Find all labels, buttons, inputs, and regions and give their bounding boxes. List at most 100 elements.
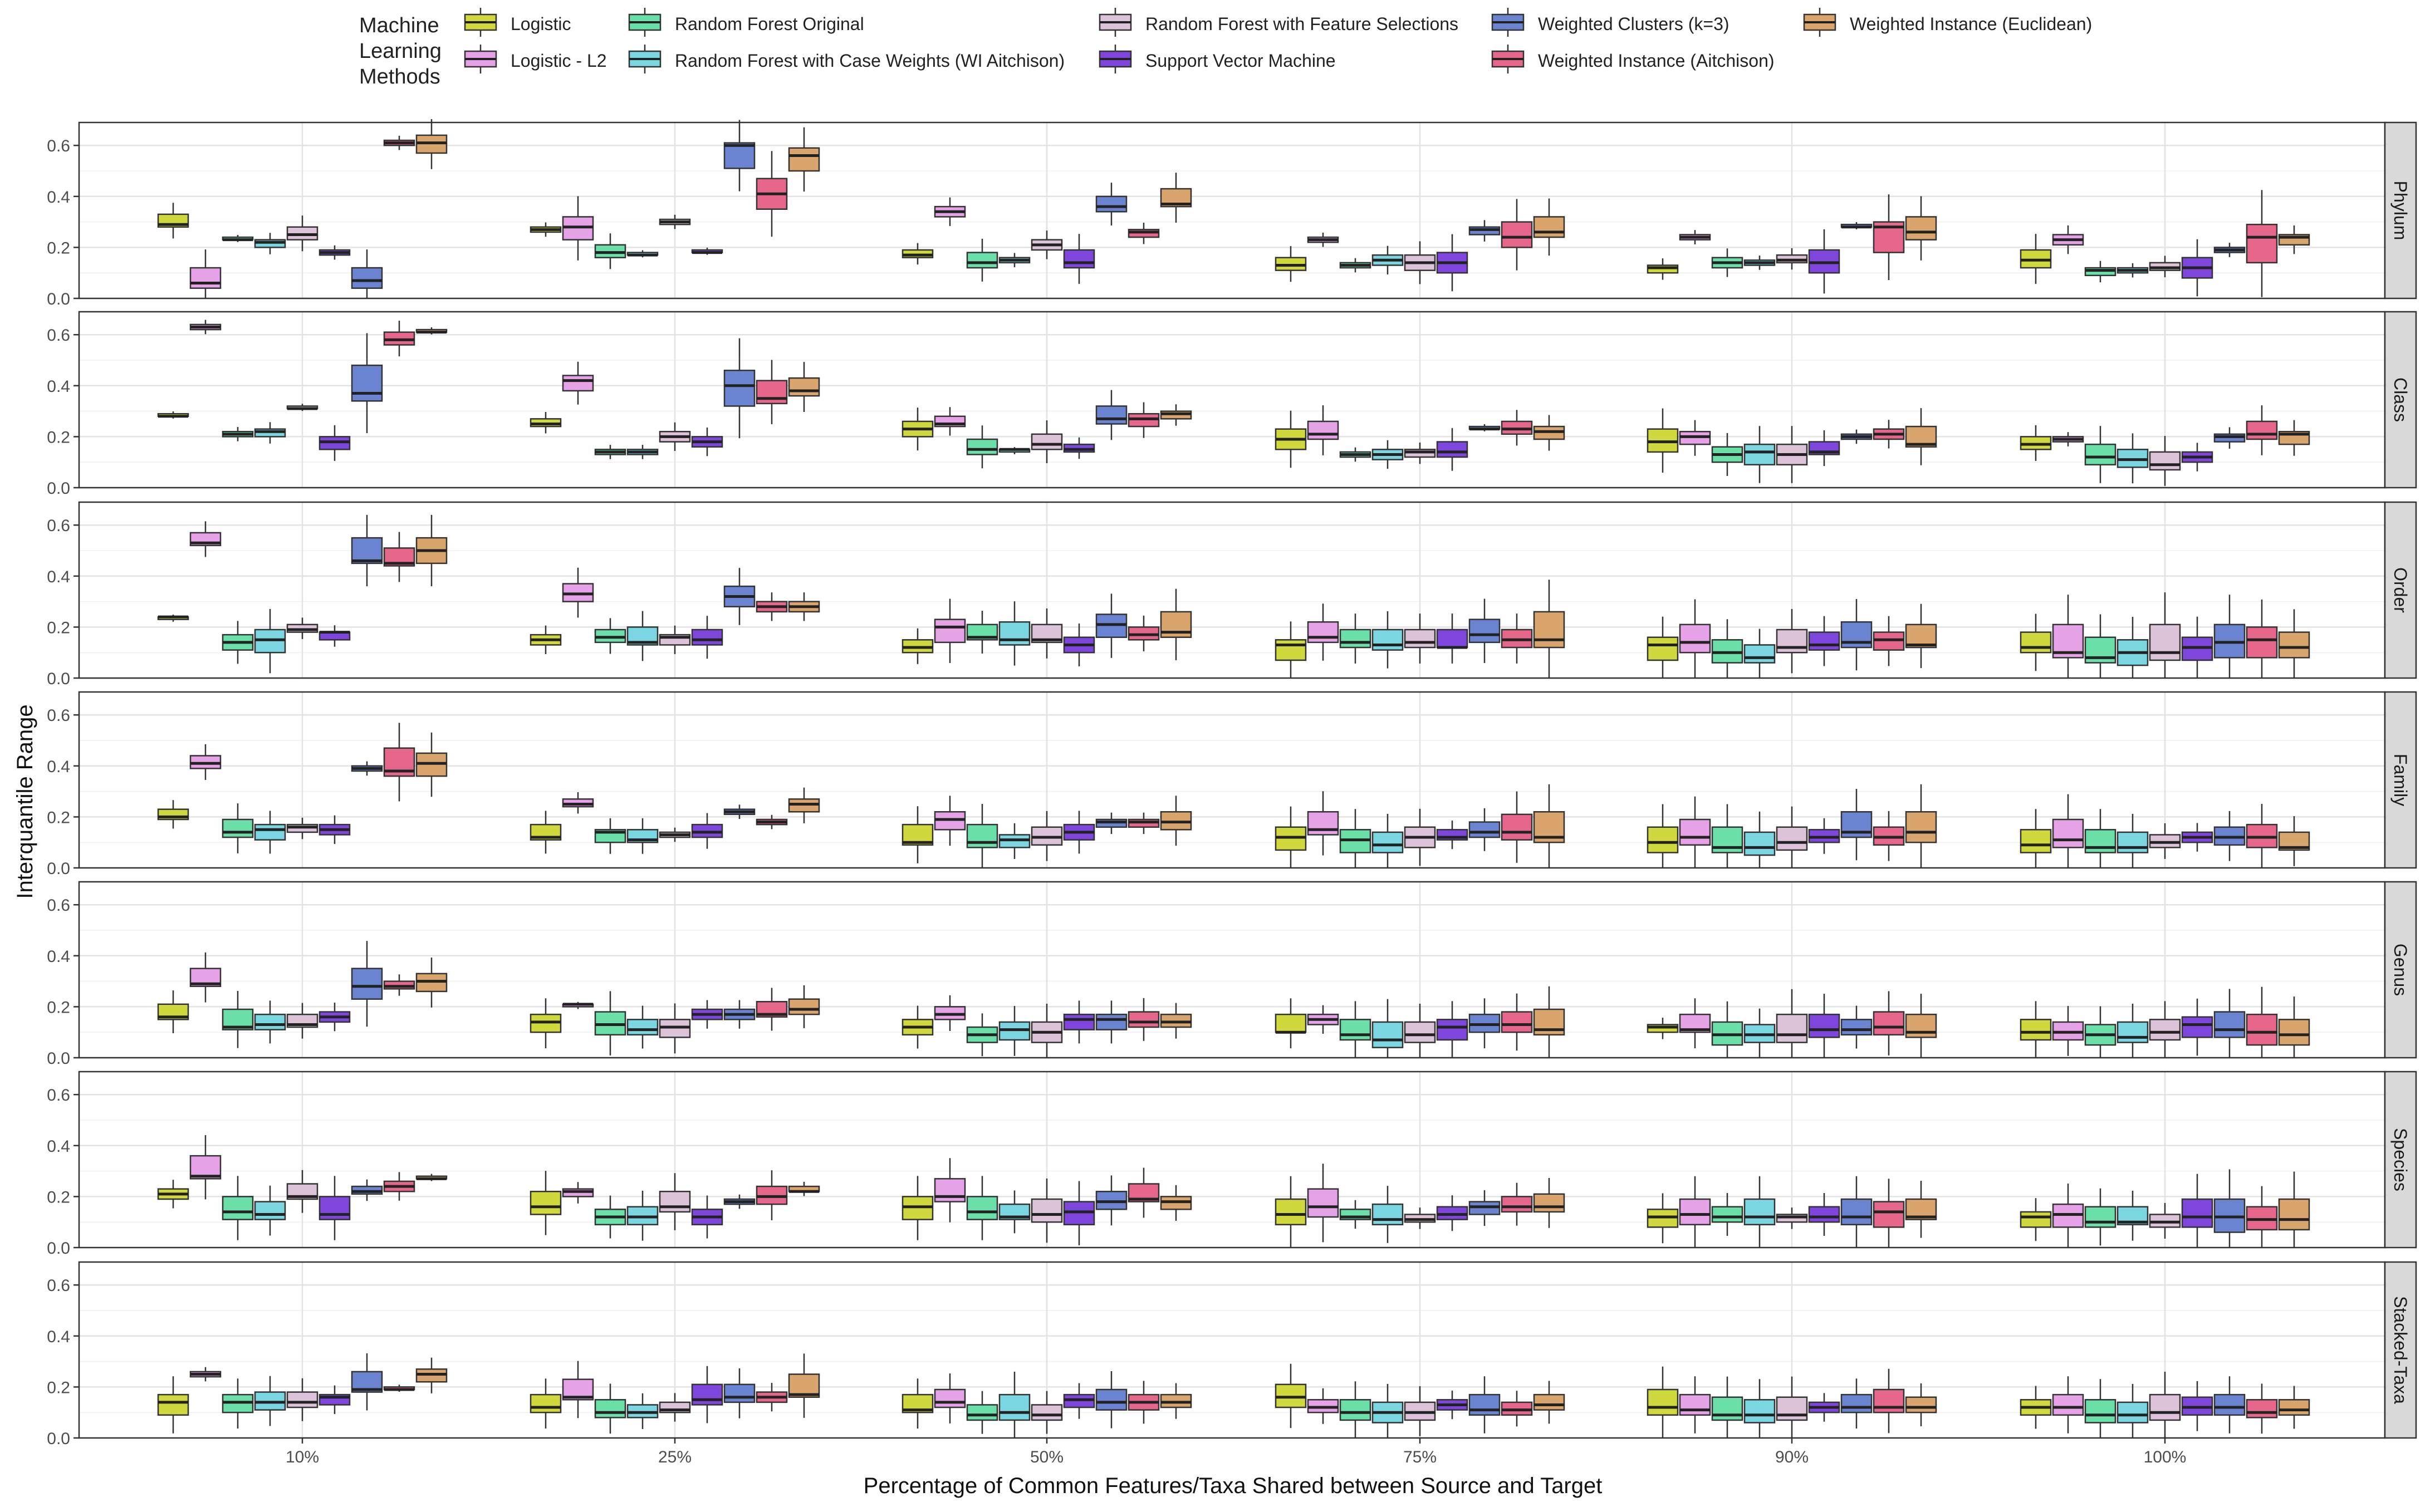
box-body (1128, 1011, 1160, 1028)
box-weighted-instance-aitchison-25 (756, 814, 788, 829)
panel-order: 0.0 0.2 0.4 0.6 Order (47, 501, 2417, 688)
y-tick-label: 0.6 (47, 896, 70, 915)
box-weighted-instance-aitchison-25 (756, 592, 788, 621)
box-support-vector-machine-50 (1063, 811, 1095, 854)
box-body (594, 1399, 626, 1418)
facet-strip-label: Order (2390, 567, 2410, 613)
box-weighted-instance-euclidean-50 (1160, 173, 1192, 223)
box-body (2149, 1019, 2181, 1041)
legend-label: Weighted Instance (Euclidean) (1850, 14, 2092, 34)
box-logistic-l2-50 (934, 598, 966, 663)
box-logistic-90 (1647, 804, 1679, 868)
box-logistic-90 (1647, 258, 1679, 280)
box-body (2116, 1021, 2149, 1043)
legend-label: Random Forest Original (675, 14, 864, 34)
box-body (254, 823, 286, 841)
box-random-forest-with-case-weights-wi-aitchison-100 (2116, 433, 2149, 484)
box-weighted-instance-euclidean-25 (788, 1181, 820, 1196)
box-random-forest-with-case-weights-wi-aitchison-75 (1371, 1186, 1404, 1243)
box-logistic-l2-100 (2052, 794, 2084, 868)
box-body (1679, 818, 1711, 846)
box-random-forest-with-case-weights-wi-aitchison-100 (2116, 1190, 2149, 1241)
box-logistic-75 (1275, 1363, 1307, 1428)
y-tick-label: 0.0 (47, 479, 70, 498)
box-logistic-100 (2020, 809, 2052, 868)
y-tick-label: 0.2 (47, 1188, 70, 1206)
box-support-vector-machine-10 (319, 425, 351, 461)
box-random-forest-with-feature-selections-75 (1404, 1386, 1436, 1436)
box-weighted-clusters-k-3-10 (351, 249, 383, 298)
box-body (1647, 826, 1679, 853)
box-random-forest-original-90 (1711, 619, 1743, 678)
box-logistic-l2-10 (189, 320, 222, 335)
box-weighted-instance-euclidean-75 (1533, 198, 1565, 256)
legend-item-logistic: Logistic (464, 8, 571, 37)
box-logistic-90 (1647, 1018, 1679, 1039)
box-body (1307, 1188, 1339, 1218)
box-support-vector-machine-90 (1808, 994, 1840, 1058)
legend-item-weighted-clusters-k-3: Weighted Clusters (k=3) (1491, 8, 1730, 37)
box-body (1873, 1201, 1905, 1228)
box-weighted-instance-euclidean-90 (1905, 1383, 1937, 1426)
box-random-forest-with-case-weights-wi-aitchison-50 (998, 253, 1031, 268)
panel-background (79, 1262, 2385, 1438)
box-support-vector-machine-90 (1808, 818, 1840, 854)
y-tick-label: 0.2 (47, 239, 70, 257)
box-weighted-clusters-k-3-100 (2213, 243, 2246, 257)
box-weighted-instance-aitchison-90 (1873, 420, 1905, 449)
box-body (1647, 1388, 1679, 1416)
box-logistic-l2-75 (1307, 791, 1339, 856)
box-body (2084, 443, 2116, 466)
facet-strip-label: Family (2390, 754, 2410, 806)
box-weighted-clusters-k-3-75 (1468, 998, 1501, 1049)
box-weighted-clusters-k-3-90 (1840, 599, 1873, 671)
box-weighted-instance-euclidean-25 (788, 127, 820, 192)
box-random-forest-with-feature-selections-25 (659, 1173, 691, 1230)
box-random-forest-original-50 (966, 804, 998, 868)
box-weighted-clusters-k-3-25 (723, 338, 756, 439)
panel-background (79, 1072, 2385, 1248)
facet-strip-label: Stacked-Taxa (2390, 1296, 2410, 1404)
box-body (1905, 811, 1937, 843)
box-weighted-clusters-k-3-90 (1840, 222, 1873, 229)
box-support-vector-machine-25 (691, 427, 723, 456)
box-support-vector-machine-90 (1808, 1192, 1840, 1236)
box-weighted-instance-euclidean-50 (1160, 1185, 1192, 1221)
box-weighted-instance-aitchison-75 (1501, 993, 1533, 1051)
box-weighted-instance-aitchison-90 (1873, 194, 1905, 281)
box-weighted-clusters-k-3-25 (723, 120, 756, 192)
box-weighted-instance-euclidean-50 (1160, 588, 1192, 660)
box-body (2213, 1011, 2246, 1038)
box-random-forest-original-90 (1711, 248, 1743, 277)
box-random-forest-with-feature-selections-75 (1404, 241, 1436, 284)
box-random-forest-with-case-weights-wi-aitchison-100 (2116, 617, 2149, 678)
box-random-forest-with-feature-selections-90 (1776, 806, 1808, 868)
y-tick-label: 0.4 (47, 948, 70, 966)
box-random-forest-with-feature-selections-10 (286, 1378, 319, 1421)
box-random-forest-with-feature-selections-90 (1776, 1376, 1808, 1438)
box-body (1533, 216, 1565, 238)
box-support-vector-machine-100 (2181, 998, 2213, 1056)
box-logistic-75 (1275, 410, 1307, 468)
box-logistic-l2-25 (562, 1182, 594, 1204)
box-body (1275, 1013, 1307, 1033)
box-body (2020, 631, 2052, 654)
box-weighted-instance-euclidean-90 (1905, 408, 1937, 465)
box-body (1840, 1019, 1873, 1036)
box-logistic-l2-90 (1679, 1376, 1711, 1434)
box-body (351, 968, 383, 1000)
box-logistic-100 (2020, 1001, 2052, 1058)
box-logistic-50 (902, 628, 934, 664)
legend-item-weighted-instance-aitchison: Weighted Instance (Aitchison) (1491, 45, 1775, 73)
box-logistic-50 (902, 1005, 934, 1049)
box-random-forest-with-case-weights-wi-aitchison-100 (2116, 813, 2149, 868)
box-body (1501, 221, 1533, 248)
box-logistic-75 (1275, 621, 1307, 678)
box-logistic-l2-10 (189, 521, 222, 557)
box-body (2278, 1399, 2310, 1416)
box-logistic-l2-10 (189, 249, 222, 298)
box-body (351, 267, 383, 289)
legend: Machine Learning Methods Logistic Logisti… (359, 8, 2092, 89)
box-weighted-instance-euclidean-10 (415, 327, 448, 335)
box-logistic-l2-75 (1307, 1388, 1339, 1424)
